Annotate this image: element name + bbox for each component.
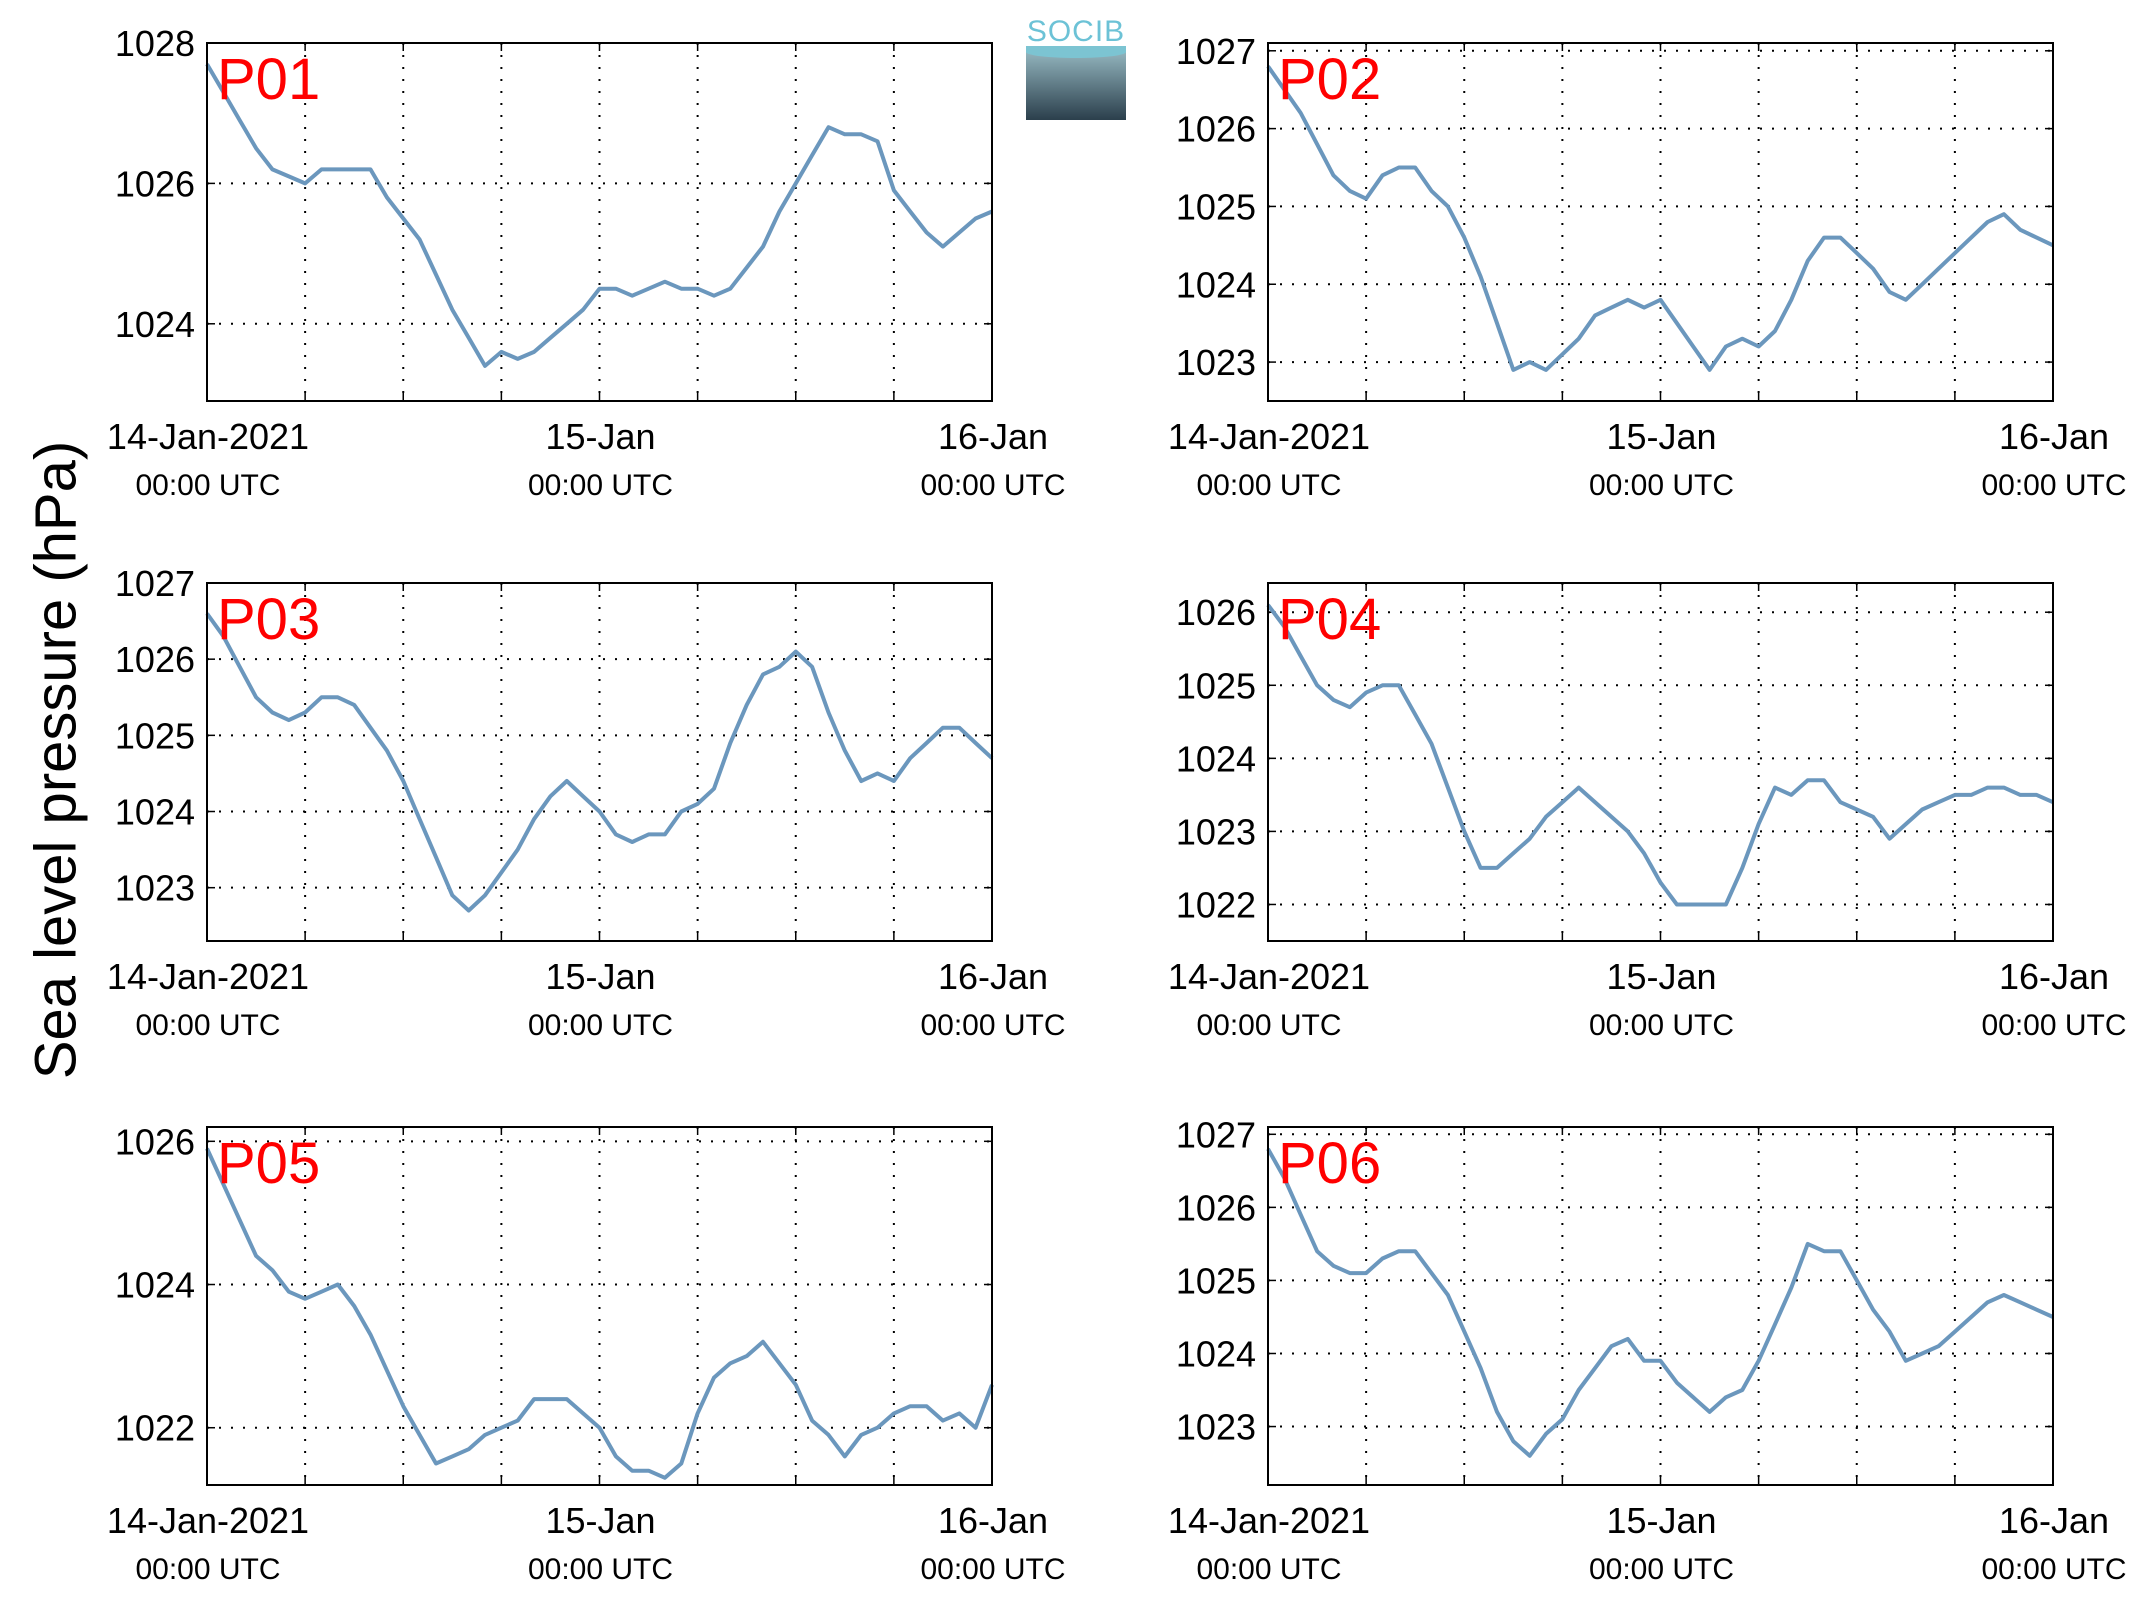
axes-frame [1267, 582, 2054, 942]
x-tick-label-time: 00:00 UTC [135, 1553, 280, 1586]
x-tick-label-date: 14-Jan-2021 [1168, 1500, 1370, 1541]
x-tick-label-time: 00:00 UTC [1589, 1009, 1734, 1042]
pressure-series-line [205, 612, 994, 913]
y-tick-label: 1024 [115, 1265, 195, 1306]
y-tick-label: 1024 [1176, 738, 1256, 779]
station-label: P04 [1278, 587, 1381, 652]
y-tick-label: 1027 [115, 563, 195, 604]
y-tick-label: 1026 [115, 639, 195, 680]
pressure-series-line [1266, 65, 2054, 372]
x-tick-label-date: 15-Jan [545, 416, 655, 457]
y-tick-label: 1027 [1176, 1114, 1256, 1155]
y-tick-label: 1026 [1176, 1187, 1256, 1228]
y-tick-label: 1024 [1176, 1333, 1256, 1374]
logo-graphic [1026, 52, 1126, 120]
y-tick-label: 1024 [115, 304, 195, 345]
x-tick-label-date: 16-Jan [938, 1500, 1048, 1541]
x-tick-label-time: 00:00 UTC [920, 1553, 1065, 1586]
axes-frame [1267, 42, 2054, 402]
y-tick-label: 1027 [1176, 31, 1256, 72]
x-tick-label-date: 15-Jan [1606, 416, 1716, 457]
y-tick-label: 1025 [1176, 1260, 1256, 1301]
y-tick-label: 1028 [115, 23, 195, 64]
x-tick-label-date: 15-Jan [1606, 1500, 1716, 1541]
y-tick-label: 1026 [115, 1121, 195, 1162]
panel-p03: 1023 1024 1025 1026 1027 14-Jan-2021 00:00 UTC… [107, 563, 1066, 1042]
x-tick-label-time: 00:00 UTC [1981, 1553, 2126, 1586]
socib-logo: SOCIB [1026, 16, 1126, 120]
x-tick-label-date: 16-Jan [1999, 1500, 2109, 1541]
y-tick-label: 1022 [115, 1408, 195, 1449]
panel-p05: 1022 1024 1026 14-Jan-2021 00:00 UTC 15-Jan 00… [107, 1121, 1066, 1586]
x-tick-label-date: 14-Jan-2021 [107, 1500, 309, 1541]
x-tick-label-time: 00:00 UTC [528, 1009, 673, 1042]
y-tick-label: 1026 [1176, 109, 1256, 150]
y-tick-label: 1025 [1176, 665, 1256, 706]
pressure-series-line [1266, 603, 2054, 907]
x-tick-label-time: 00:00 UTC [135, 1009, 280, 1042]
axes-frame [206, 42, 993, 402]
x-tick-label-date: 16-Jan [1999, 416, 2109, 457]
station-label: P02 [1278, 47, 1381, 112]
x-tick-label-time: 00:00 UTC [1196, 1553, 1341, 1586]
x-tick-label-time: 00:00 UTC [1196, 1009, 1341, 1042]
y-tick-label: 1022 [1176, 884, 1256, 925]
x-tick-label-date: 16-Jan [938, 416, 1048, 457]
axes-frame [206, 1126, 993, 1486]
x-tick-label-time: 00:00 UTC [1196, 469, 1341, 502]
x-tick-label-date: 14-Jan-2021 [1168, 956, 1370, 997]
x-tick-label-time: 00:00 UTC [920, 1009, 1065, 1042]
x-tick-label-time: 00:00 UTC [528, 1553, 673, 1586]
x-tick-label-date: 14-Jan-2021 [107, 956, 309, 997]
x-tick-label-date: 15-Jan [545, 956, 655, 997]
station-label: P05 [217, 1131, 320, 1196]
y-tick-label: 1024 [1176, 264, 1256, 305]
y-tick-label: 1026 [115, 163, 195, 204]
x-tick-label-date: 15-Jan [1606, 956, 1716, 997]
x-tick-label-time: 00:00 UTC [135, 469, 280, 502]
panel-p01: 1024 1026 1028 14-Jan-2021 00:00 UTC 15-Jan 00… [107, 23, 1066, 502]
station-label: P03 [217, 587, 320, 652]
x-tick-label-date: 16-Jan [1999, 956, 2109, 997]
x-tick-label-date: 14-Jan-2021 [1168, 416, 1370, 457]
panel-p04: 1022 1023 1024 1025 1026 14-Jan-2021 00:00 UTC… [1168, 582, 2127, 1042]
x-tick-label-time: 00:00 UTC [528, 469, 673, 502]
x-tick-label-time: 00:00 UTC [1589, 1553, 1734, 1586]
y-tick-label: 1025 [115, 715, 195, 756]
panel-p06: 1023 1024 1025 1026 1027 14-Jan-2021 00:00 UTC… [1168, 1114, 2127, 1586]
x-tick-label-date: 15-Jan [545, 1500, 655, 1541]
axes-frame [1267, 1126, 2054, 1486]
x-tick-label-time: 00:00 UTC [1981, 469, 2126, 502]
y-tick-label: 1023 [1176, 811, 1256, 852]
pressure-series-line [205, 63, 993, 368]
panel-p02: 1023 1024 1025 1026 1027 14-Jan-2021 00:00 UTC… [1168, 31, 2127, 502]
y-tick-label: 1026 [1176, 592, 1256, 633]
y-tick-label: 1025 [1176, 186, 1256, 227]
station-label: P01 [217, 47, 320, 112]
pressure-series-line [1266, 1147, 2054, 1458]
y-tick-label: 1023 [1176, 1407, 1256, 1448]
y-tick-label: 1023 [1176, 342, 1256, 383]
logo-text: SOCIB [1026, 15, 1126, 48]
x-tick-label-time: 00:00 UTC [1981, 1009, 2126, 1042]
x-tick-label-time: 00:00 UTC [920, 469, 1065, 502]
x-tick-label-time: 00:00 UTC [1589, 469, 1734, 502]
pressure-series-line [205, 1147, 994, 1480]
y-tick-label: 1024 [115, 792, 195, 833]
logo-wave [1026, 46, 1126, 58]
station-label: P06 [1278, 1131, 1381, 1196]
x-tick-label-date: 14-Jan-2021 [107, 416, 309, 457]
axes-frame [206, 582, 993, 942]
x-tick-label-date: 16-Jan [938, 956, 1048, 997]
y-tick-label: 1023 [115, 868, 195, 909]
